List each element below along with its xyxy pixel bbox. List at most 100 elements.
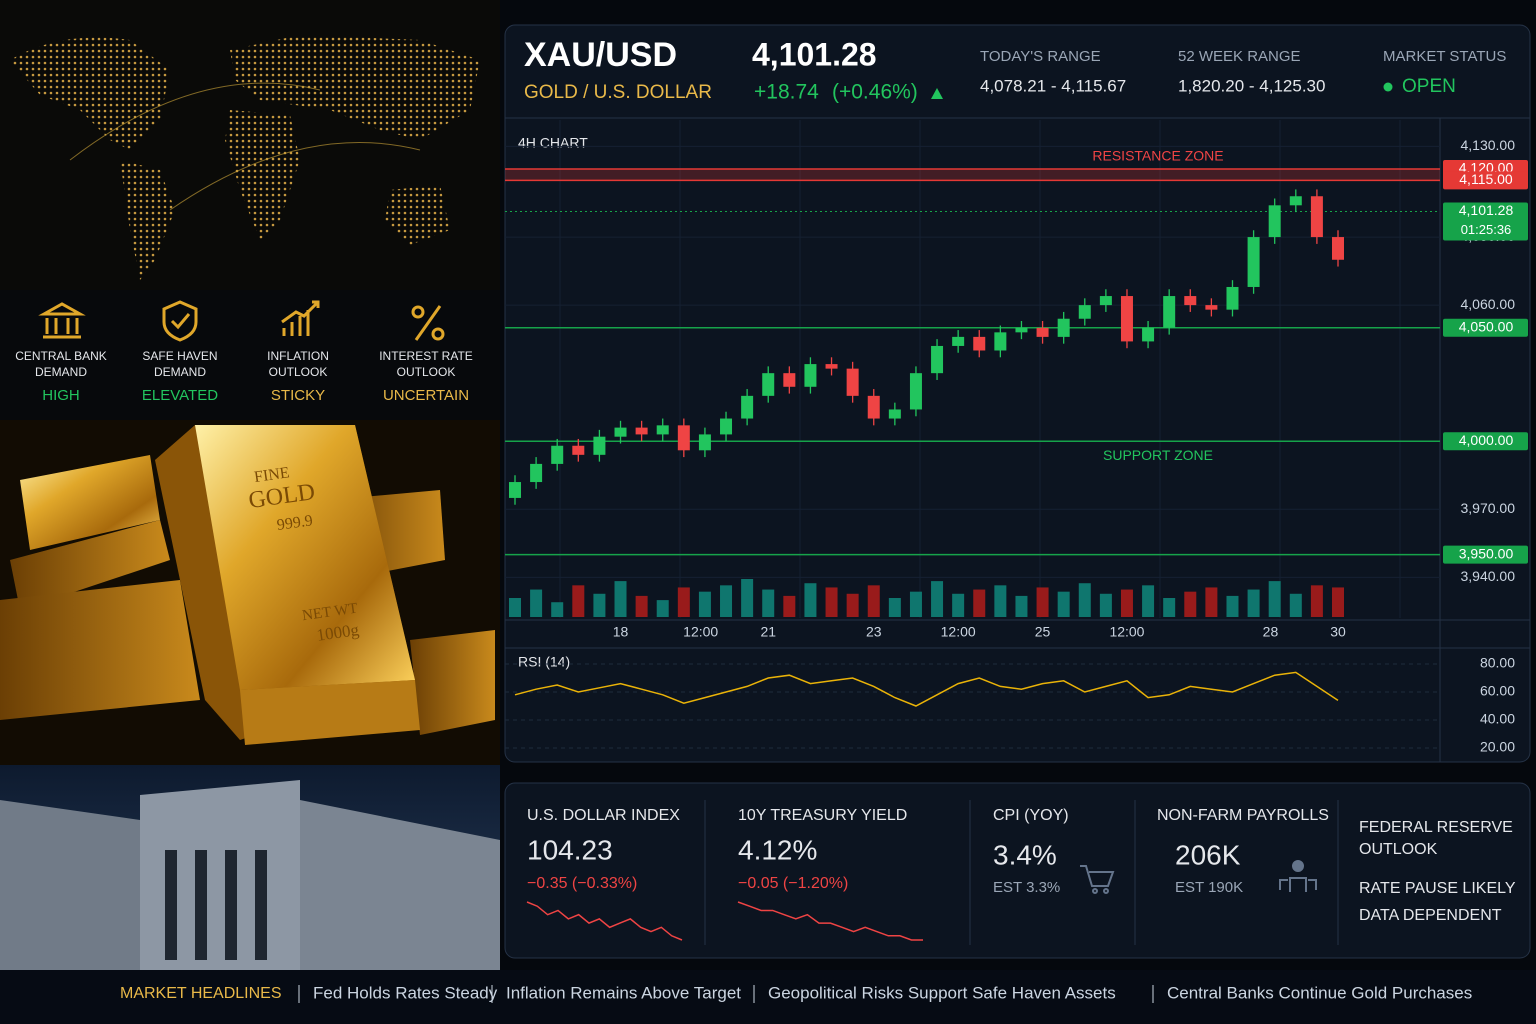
indicator-label: DEMAND	[35, 365, 87, 379]
volume-bar	[952, 593, 965, 617]
indicator-status: UNCERTAIN	[383, 387, 469, 404]
volume-bar	[994, 585, 1007, 617]
world-map	[10, 35, 480, 280]
x-tick-label: 23	[866, 624, 882, 640]
map-south-america	[120, 160, 175, 280]
symbol: XAU/USD	[524, 36, 677, 74]
volume-bar	[825, 587, 838, 617]
percent-icon-dot	[411, 305, 425, 319]
volume-bar	[846, 593, 859, 617]
map-eurasia	[230, 35, 480, 140]
volume-bar	[1120, 589, 1133, 617]
volume-bar	[1247, 589, 1260, 617]
level-tag-label: 4,050.00	[1459, 319, 1514, 335]
candle-body	[656, 425, 669, 435]
volume-bar	[783, 595, 796, 617]
x-tick-label: 12:00	[1109, 624, 1144, 640]
fed-left-wing	[0, 800, 140, 970]
volume-bar	[888, 598, 901, 617]
stat-label: 52 WEEK RANGE	[1178, 48, 1301, 65]
level-tag	[1443, 318, 1528, 337]
volume-bar	[509, 598, 521, 617]
x-tick-label: 21	[760, 624, 776, 640]
people-icon-body	[1279, 877, 1317, 892]
volume-bar	[973, 589, 986, 617]
volume-bar	[1268, 581, 1281, 617]
headlines-label: MARKET HEADLINES	[120, 985, 282, 1002]
y-tick-label: 3,970.00	[1461, 500, 1516, 516]
x-tick-label: 25	[1035, 624, 1051, 640]
cart-icon	[1080, 865, 1115, 887]
candle-body	[1057, 318, 1070, 337]
macro-label: U.S. DOLLAR INDEX	[527, 807, 680, 824]
candle-body	[825, 364, 838, 369]
fed-window	[225, 850, 237, 960]
price: 4,101.28	[752, 36, 877, 72]
y-tick-label: 4,130.00	[1461, 137, 1516, 153]
macro-change: −0.35 (−0.33%)	[527, 875, 637, 892]
price-change: +18.74	[754, 81, 819, 104]
candle-body	[973, 336, 986, 351]
macro-estimate: EST 190K	[1175, 879, 1243, 896]
macro-value: 4.12%	[738, 834, 817, 865]
volume-bar	[1184, 591, 1197, 617]
indicator-label: INTEREST RATE	[379, 349, 473, 363]
fed-line: DATA DEPENDENT	[1359, 907, 1502, 924]
rsi-title: RSI (14)	[518, 654, 570, 670]
macro-value: 3.4%	[993, 839, 1057, 870]
candle-body	[1015, 327, 1028, 333]
instrument-name: GOLD / U.S. DOLLAR	[524, 82, 712, 103]
indicator-label: OUTLOOK	[269, 365, 328, 379]
map-australia	[385, 185, 450, 245]
candle-body	[931, 345, 944, 374]
stat-value: 4,078.21 - 4,115.67	[980, 76, 1126, 95]
indicator-status: ELEVATED	[142, 387, 218, 404]
level-tag-label: 4,115.00	[1459, 171, 1513, 187]
sparkline	[526, 901, 683, 941]
cart-wheel	[1103, 888, 1109, 894]
x-tick-label: 28	[1263, 624, 1279, 640]
price-change-pct: (+0.46%)	[832, 81, 918, 104]
support-label: SUPPORT ZONE	[1103, 447, 1213, 463]
fed-line: RATE PAUSE LIKELY	[1359, 880, 1516, 897]
rsi-tick-label: 40.00	[1480, 711, 1515, 727]
volume-bar	[1142, 585, 1155, 617]
candle-body	[572, 445, 585, 455]
candle-body	[1036, 327, 1049, 337]
volume-bar	[698, 591, 711, 617]
level-tag	[1443, 202, 1528, 241]
macro-value: 206K	[1175, 839, 1241, 870]
candle-body	[1332, 237, 1344, 260]
volume-bar	[1310, 585, 1323, 617]
rsi-tick-label: 60.00	[1480, 683, 1515, 699]
percent-icon-dot	[431, 327, 445, 341]
volume-bar	[1205, 587, 1218, 617]
x-tick-label: 12:00	[941, 624, 976, 640]
candle-body	[867, 395, 880, 419]
indicator-label: CENTRAL BANK	[15, 349, 107, 363]
up-arrow	[931, 88, 943, 99]
stat-label: TODAY'S RANGE	[980, 48, 1101, 65]
candle-body	[994, 332, 1007, 351]
x-tick-label: 18	[613, 624, 629, 640]
macro-panel	[504, 782, 1531, 959]
candle-body	[1099, 296, 1112, 306]
volume-bar	[614, 581, 627, 617]
candle-body	[551, 445, 564, 464]
macro-label: CPI (YOY)	[993, 807, 1069, 824]
fed-title: OUTLOOK	[1359, 841, 1438, 858]
level-tag-label: 4,101.28	[1459, 202, 1514, 218]
indicator-status: HIGH	[42, 387, 80, 404]
volume-bar	[909, 591, 922, 617]
volume-bar	[677, 587, 690, 617]
candle-body	[804, 364, 817, 387]
volume-bar	[1099, 593, 1112, 617]
status-dot	[1383, 82, 1393, 92]
volume-bar	[931, 581, 944, 617]
fed-window	[255, 850, 267, 960]
candle-body	[509, 482, 521, 498]
candle-body	[762, 373, 775, 396]
macro-icons	[1080, 860, 1317, 894]
candle-body	[909, 373, 922, 410]
y-tick-label: 4,060.00	[1461, 296, 1516, 312]
